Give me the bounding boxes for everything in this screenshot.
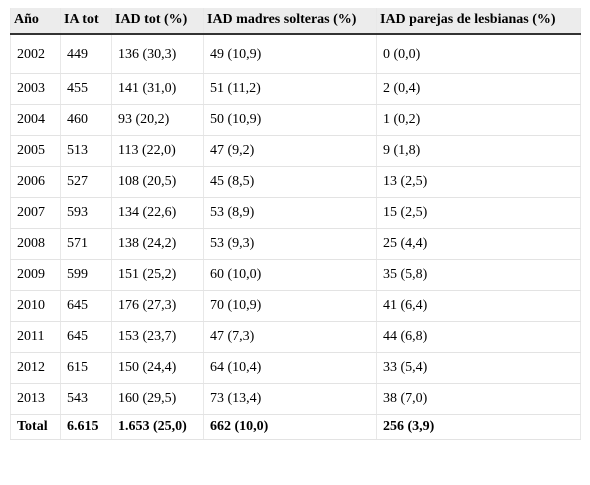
table-body: 2002 449 136 (30,3) 49 (10,9) 0 (0,0) 2003 455… (10, 34, 581, 415)
cell-iad-parejas-lesbianas: 33 (5,4) (376, 352, 581, 384)
cell-iad-tot: 153 (23,7) (111, 321, 204, 353)
cell-iad-madres-solteras: 53 (8,9) (203, 197, 377, 229)
cell-year: 2009 (10, 259, 61, 291)
table-row: 2010 645 176 (27,3) 70 (10,9) 41 (6,4) (10, 290, 581, 322)
header-iad-madres-solteras: IAD madres solteras (%) (203, 8, 377, 35)
cell-year: 2005 (10, 135, 61, 167)
table-row: 2008 571 138 (24,2) 53 (9,3) 25 (4,4) (10, 228, 581, 260)
cell-iad-tot: 136 (30,3) (111, 34, 204, 74)
total-label: Total (10, 414, 61, 440)
cell-year: 2012 (10, 352, 61, 384)
table-footer: Total 6.615 1.653 (25,0) 662 (10,0) 256 … (10, 414, 581, 440)
total-ia-tot: 6.615 (60, 414, 112, 440)
cell-year: 2006 (10, 166, 61, 198)
cell-ia-tot: 527 (60, 166, 112, 198)
cell-ia-tot: 645 (60, 321, 112, 353)
header-iad-parejas-lesbianas: IAD parejas de lesbianas (%) (376, 8, 581, 35)
cell-iad-tot: 151 (25,2) (111, 259, 204, 291)
header-ia-tot: IA tot (60, 8, 112, 35)
total-iad-parejas-lesbianas: 256 (3,9) (376, 414, 581, 440)
cell-iad-madres-solteras: 64 (10,4) (203, 352, 377, 384)
cell-iad-tot: 176 (27,3) (111, 290, 204, 322)
cell-iad-parejas-lesbianas: 15 (2,5) (376, 197, 581, 229)
cell-ia-tot: 615 (60, 352, 112, 384)
cell-year: 2007 (10, 197, 61, 229)
cell-iad-parejas-lesbianas: 35 (5,8) (376, 259, 581, 291)
cell-iad-tot: 138 (24,2) (111, 228, 204, 260)
cell-iad-parejas-lesbianas: 13 (2,5) (376, 166, 581, 198)
cell-year: 2002 (10, 34, 61, 74)
cell-iad-madres-solteras: 60 (10,0) (203, 259, 377, 291)
table-row: 2002 449 136 (30,3) 49 (10,9) 0 (0,0) (10, 34, 581, 74)
cell-iad-tot: 108 (20,5) (111, 166, 204, 198)
table-row: 2011 645 153 (23,7) 47 (7,3) 44 (6,8) (10, 321, 581, 353)
cell-iad-madres-solteras: 45 (8,5) (203, 166, 377, 198)
cell-iad-madres-solteras: 73 (13,4) (203, 383, 377, 415)
cell-iad-parejas-lesbianas: 44 (6,8) (376, 321, 581, 353)
cell-year: 2013 (10, 383, 61, 415)
cell-ia-tot: 513 (60, 135, 112, 167)
cell-iad-madres-solteras: 47 (9,2) (203, 135, 377, 167)
table-row: 2005 513 113 (22,0) 47 (9,2) 9 (1,8) (10, 135, 581, 167)
cell-iad-tot: 150 (24,4) (111, 352, 204, 384)
cell-ia-tot: 571 (60, 228, 112, 260)
table-row: 2013 543 160 (29,5) 73 (13,4) 38 (7,0) (10, 383, 581, 415)
cell-iad-parejas-lesbianas: 25 (4,4) (376, 228, 581, 260)
cell-ia-tot: 599 (60, 259, 112, 291)
header-row: Año IA tot IAD tot (%) IAD madres solter… (10, 8, 581, 35)
table-row: 2003 455 141 (31,0) 51 (11,2) 2 (0,4) (10, 73, 581, 105)
cell-iad-madres-solteras: 50 (10,9) (203, 104, 377, 136)
cell-year: 2004 (10, 104, 61, 136)
cell-iad-parejas-lesbianas: 38 (7,0) (376, 383, 581, 415)
total-iad-madres-solteras: 662 (10,0) (203, 414, 377, 440)
cell-year: 2008 (10, 228, 61, 260)
header-year: Año (10, 8, 61, 35)
cell-ia-tot: 593 (60, 197, 112, 229)
cell-iad-parejas-lesbianas: 41 (6,4) (376, 290, 581, 322)
cell-iad-madres-solteras: 51 (11,2) (203, 73, 377, 105)
cell-iad-parejas-lesbianas: 1 (0,2) (376, 104, 581, 136)
cell-iad-madres-solteras: 70 (10,9) (203, 290, 377, 322)
cell-ia-tot: 543 (60, 383, 112, 415)
cell-year: 2003 (10, 73, 61, 105)
cell-ia-tot: 449 (60, 34, 112, 74)
table-header: Año IA tot IAD tot (%) IAD madres solter… (10, 8, 581, 35)
data-table: Año IA tot IAD tot (%) IAD madres solter… (10, 8, 581, 440)
table-row: 2006 527 108 (20,5) 45 (8,5) 13 (2,5) (10, 166, 581, 198)
cell-iad-madres-solteras: 47 (7,3) (203, 321, 377, 353)
cell-iad-parejas-lesbianas: 0 (0,0) (376, 34, 581, 74)
table-row: 2009 599 151 (25,2) 60 (10,0) 35 (5,8) (10, 259, 581, 291)
total-iad-tot: 1.653 (25,0) (111, 414, 204, 440)
header-iad-tot: IAD tot (%) (111, 8, 204, 35)
table-row: 2012 615 150 (24,4) 64 (10,4) 33 (5,4) (10, 352, 581, 384)
cell-iad-madres-solteras: 49 (10,9) (203, 34, 377, 74)
cell-ia-tot: 460 (60, 104, 112, 136)
cell-iad-tot: 160 (29,5) (111, 383, 204, 415)
cell-iad-tot: 141 (31,0) (111, 73, 204, 105)
cell-ia-tot: 645 (60, 290, 112, 322)
cell-iad-parejas-lesbianas: 2 (0,4) (376, 73, 581, 105)
table-row: 2007 593 134 (22,6) 53 (8,9) 15 (2,5) (10, 197, 581, 229)
data-table-container: Año IA tot IAD tot (%) IAD madres solter… (10, 8, 581, 440)
cell-iad-tot: 93 (20,2) (111, 104, 204, 136)
cell-iad-tot: 134 (22,6) (111, 197, 204, 229)
cell-iad-madres-solteras: 53 (9,3) (203, 228, 377, 260)
cell-ia-tot: 455 (60, 73, 112, 105)
total-row: Total 6.615 1.653 (25,0) 662 (10,0) 256 … (10, 414, 581, 440)
cell-iad-tot: 113 (22,0) (111, 135, 204, 167)
cell-year: 2010 (10, 290, 61, 322)
cell-iad-parejas-lesbianas: 9 (1,8) (376, 135, 581, 167)
table-row: 2004 460 93 (20,2) 50 (10,9) 1 (0,2) (10, 104, 581, 136)
cell-year: 2011 (10, 321, 61, 353)
